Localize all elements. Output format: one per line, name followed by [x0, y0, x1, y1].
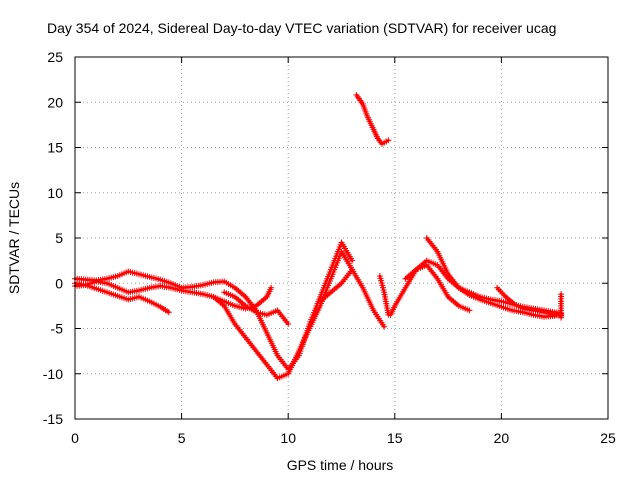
sdtvar-chart: Day 354 of 2024, Sidereal Day-to-day VTE… [0, 0, 640, 480]
y-tick-label: 10 [47, 185, 63, 201]
y-tick-label: -5 [51, 321, 64, 337]
x-axis-title: GPS time / hours [287, 457, 394, 473]
y-tick-label: 15 [47, 140, 63, 156]
y-tick-label: -10 [43, 366, 63, 382]
x-tick-label: 20 [494, 430, 510, 446]
x-tick-label: 25 [600, 430, 616, 446]
y-tick-label: 20 [47, 94, 63, 110]
chart-background [0, 0, 640, 480]
x-tick-label: 15 [387, 430, 403, 446]
chart-title: Day 354 of 2024, Sidereal Day-to-day VTE… [47, 20, 556, 36]
y-tick-label: -15 [43, 411, 63, 427]
x-tick-label: 10 [280, 430, 296, 446]
y-tick-label: 25 [47, 49, 63, 65]
x-tick-label: 5 [178, 430, 186, 446]
y-tick-label: 0 [55, 275, 63, 291]
y-tick-label: 5 [55, 230, 63, 246]
y-axis-title: SDTVAR / TECUs [6, 182, 22, 294]
x-tick-label: 0 [71, 430, 79, 446]
